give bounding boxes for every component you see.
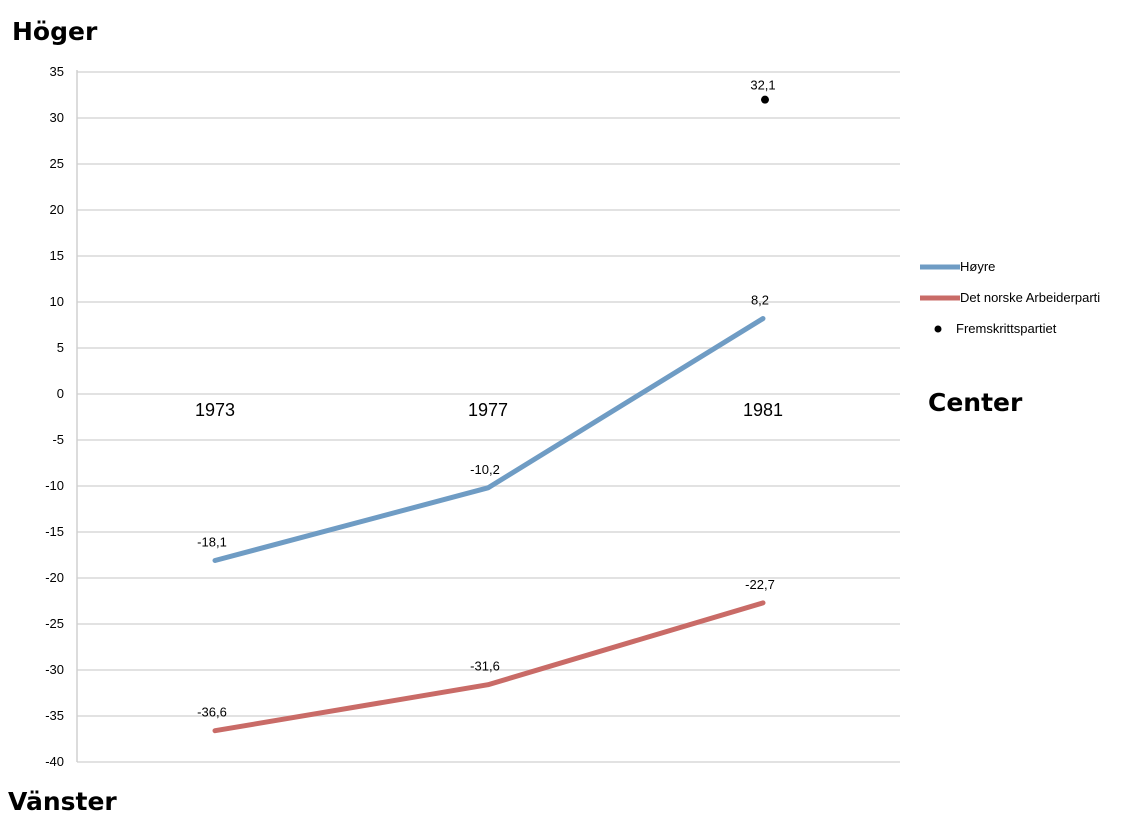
y-tick-label: 25 xyxy=(50,156,64,171)
y-tick-label: -20 xyxy=(45,570,64,585)
x-category-label: 1973 xyxy=(195,400,235,420)
legend-swatch xyxy=(934,325,942,333)
scatter-point xyxy=(761,95,769,104)
data-label: -31,6 xyxy=(470,659,500,674)
data-label: -10,2 xyxy=(470,462,500,477)
y-tick-label: 20 xyxy=(50,202,64,217)
y-tick-label: 5 xyxy=(57,340,64,355)
y-tick-label: 10 xyxy=(50,294,64,309)
y-tick-label: -35 xyxy=(45,708,64,723)
y-tick-label: 0 xyxy=(57,386,64,401)
grid-layer xyxy=(77,71,900,763)
series-layer xyxy=(212,95,769,734)
x-category-label: 1981 xyxy=(743,400,783,420)
series-line-1 xyxy=(212,600,766,734)
bottom-axis-label: Vänster xyxy=(8,787,117,813)
axis-layer: 35 30 25 20 15 10 5 0 -5 -10 -15 -20 -25 -30 -35 -40 197… xyxy=(45,64,783,769)
y-tick-label: 30 xyxy=(50,110,64,125)
data-label: 32,1 xyxy=(750,78,775,93)
y-tick-label: 35 xyxy=(50,64,64,79)
x-category-label: 1977 xyxy=(468,400,508,420)
legend-entry-label: Det norske Arbeiderparti xyxy=(960,290,1100,305)
data-label: -36,6 xyxy=(197,705,227,720)
y-tick-label: 15 xyxy=(50,248,64,263)
legend-entry-label: Fremskrittspartiet xyxy=(956,321,1057,336)
top-axis-label: Höger xyxy=(12,17,98,46)
y-tick-label: -30 xyxy=(45,662,64,677)
data-label: 8,2 xyxy=(751,293,769,308)
series-line-0 xyxy=(212,316,766,564)
label-layer: -18,1 -10,2 8,2 -36,6 -31,6 -22,7 32,1 xyxy=(197,78,775,720)
y-tick-label: -25 xyxy=(45,616,64,631)
y-tick-label: -5 xyxy=(52,432,64,447)
y-tick-label: -15 xyxy=(45,524,64,539)
data-label: -22,7 xyxy=(745,577,775,592)
legend-entry-label: Høyre xyxy=(960,259,995,274)
legend: Høyre Det norske Arbeiderparti Fremskritts… xyxy=(920,259,1100,336)
center-axis-label: Center xyxy=(928,388,1023,417)
data-label: -18,1 xyxy=(197,535,227,550)
y-tick-label: -10 xyxy=(45,478,64,493)
y-tick-label: -40 xyxy=(45,754,64,769)
